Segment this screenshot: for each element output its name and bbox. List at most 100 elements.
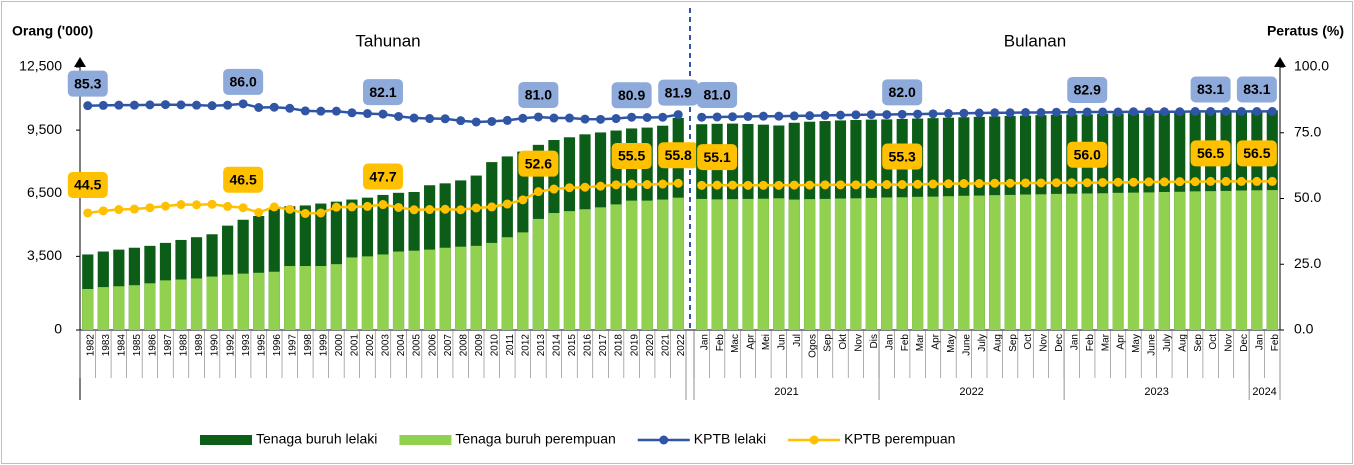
marker [959,179,969,189]
marker [487,202,497,212]
bar [548,213,560,330]
marker [611,180,621,190]
data-label: 55.5 [618,148,645,164]
data-label: 82.1 [369,84,396,100]
marker [145,203,155,213]
data-label: 85.3 [74,75,101,91]
marker [1206,106,1216,116]
y-tick-label: 9,500 [27,121,62,137]
marker [300,208,310,218]
bar [470,245,482,330]
label-box [1067,141,1108,168]
marker [1144,107,1154,117]
bar [222,274,234,330]
x-tick-label: 1985 [132,334,143,357]
marker [425,114,435,124]
x-tick-label: 1982 [85,334,96,357]
marker [378,200,388,210]
legend-label: Tenaga buruh perempuan [455,431,615,447]
marker [533,112,543,122]
bar [424,249,436,330]
x-tick-label: 1996 [272,334,283,357]
bar [1220,190,1232,330]
group-label: 2024 [1252,386,1276,398]
bar [788,199,800,330]
x-tick-label: 2002 [365,334,376,357]
marker [697,180,707,190]
marker [712,112,722,122]
panel-title: Bulanan [1004,31,1066,50]
legend-marker [659,435,669,445]
marker [658,112,668,122]
legend-patch [200,435,252,445]
x-tick-label: 1998 [303,334,314,357]
label-box [223,68,264,95]
x-tick-label: June [962,334,973,356]
bar [439,247,451,330]
x-tick-label: Dis [869,334,880,348]
marker [1236,106,1246,116]
x-tick-label: Oct [1208,334,1219,350]
x-tick-label: Jun [776,334,787,350]
x-tick-label: Nov [1039,334,1050,352]
bar [268,208,280,330]
marker [836,110,845,120]
bar [1050,193,1062,330]
x-tick-label: 1995 [256,334,267,357]
bar [727,199,739,330]
y2-tick-label: 100.0 [1294,58,1329,74]
x-tick-label: 1993 [241,334,252,357]
marker [98,100,108,110]
marker [160,201,170,211]
marker [882,110,892,120]
label-box [1236,76,1277,103]
x-tick-label: May [1131,334,1142,353]
marker [269,202,279,212]
bar [1097,193,1109,330]
marker [192,200,202,210]
marker [974,108,984,118]
label-box [1067,76,1108,103]
bar [973,195,985,330]
bar [989,195,1001,330]
marker [866,110,876,120]
bar [804,199,816,330]
bar [1004,194,1016,330]
data-label: 47.7 [369,168,396,184]
marker [347,108,357,118]
marker [743,180,753,190]
data-label: 56.5 [1197,145,1224,161]
marker [518,113,528,123]
bar [268,271,280,330]
bar [1174,191,1186,330]
marker [1190,106,1200,116]
data-label: 44.5 [74,177,101,193]
label-box [697,81,738,108]
bar [486,242,498,330]
bar [501,237,513,330]
marker [1175,107,1185,117]
y2-axis-label: Peratus (%) [1267,23,1344,39]
y-tick-label: 6,500 [27,184,62,200]
marker [627,179,637,189]
bar [942,196,954,330]
marker [611,114,621,124]
marker [1236,176,1246,186]
legend-patch [399,435,452,445]
bar [532,218,544,330]
bar [1020,194,1032,330]
x-tick-label: Jan [1255,334,1266,350]
x-tick-label: Aug [1177,334,1188,352]
marker [1082,178,1092,188]
marker [1190,177,1200,187]
x-tick-label: Dec [1239,334,1250,352]
marker [285,103,295,113]
x-tick-label: July [1162,334,1173,352]
marker [1005,178,1015,188]
x-tick-label: Aug [992,334,1003,352]
marker [316,106,326,116]
marker [805,111,815,121]
x-tick-label: Oct [1023,334,1034,350]
marker [658,179,668,189]
